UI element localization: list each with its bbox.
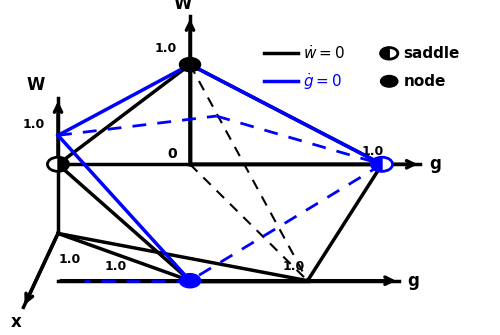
Circle shape — [48, 157, 68, 172]
Text: node: node — [404, 74, 446, 89]
Text: 1.0: 1.0 — [282, 260, 304, 273]
Text: $\mathbf{W}$: $\mathbf{W}$ — [26, 75, 46, 93]
Circle shape — [380, 48, 398, 59]
Text: 1.0: 1.0 — [104, 260, 126, 273]
Text: 0: 0 — [168, 147, 177, 161]
Circle shape — [180, 58, 201, 72]
Wedge shape — [380, 48, 389, 59]
Wedge shape — [58, 157, 68, 172]
Text: 1.0: 1.0 — [59, 253, 81, 266]
Text: 1.0: 1.0 — [362, 145, 384, 158]
Text: $\mathbf{W}$: $\mathbf{W}$ — [173, 0, 193, 13]
Text: $\mathbf{x}$: $\mathbf{x}$ — [10, 313, 22, 331]
Text: 1.0: 1.0 — [155, 42, 177, 55]
Text: $\mathbf{g}$: $\mathbf{g}$ — [428, 157, 441, 175]
Text: $\mathbf{g}$: $\mathbf{g}$ — [407, 274, 420, 292]
Circle shape — [372, 157, 392, 172]
Wedge shape — [372, 157, 382, 172]
Text: 1.0: 1.0 — [22, 118, 44, 131]
Text: $\dot{g} = 0$: $\dot{g} = 0$ — [303, 71, 342, 92]
Circle shape — [180, 274, 201, 288]
Text: saddle: saddle — [404, 46, 460, 61]
Circle shape — [380, 75, 398, 87]
Text: $\dot{w} = 0$: $\dot{w} = 0$ — [303, 44, 344, 62]
